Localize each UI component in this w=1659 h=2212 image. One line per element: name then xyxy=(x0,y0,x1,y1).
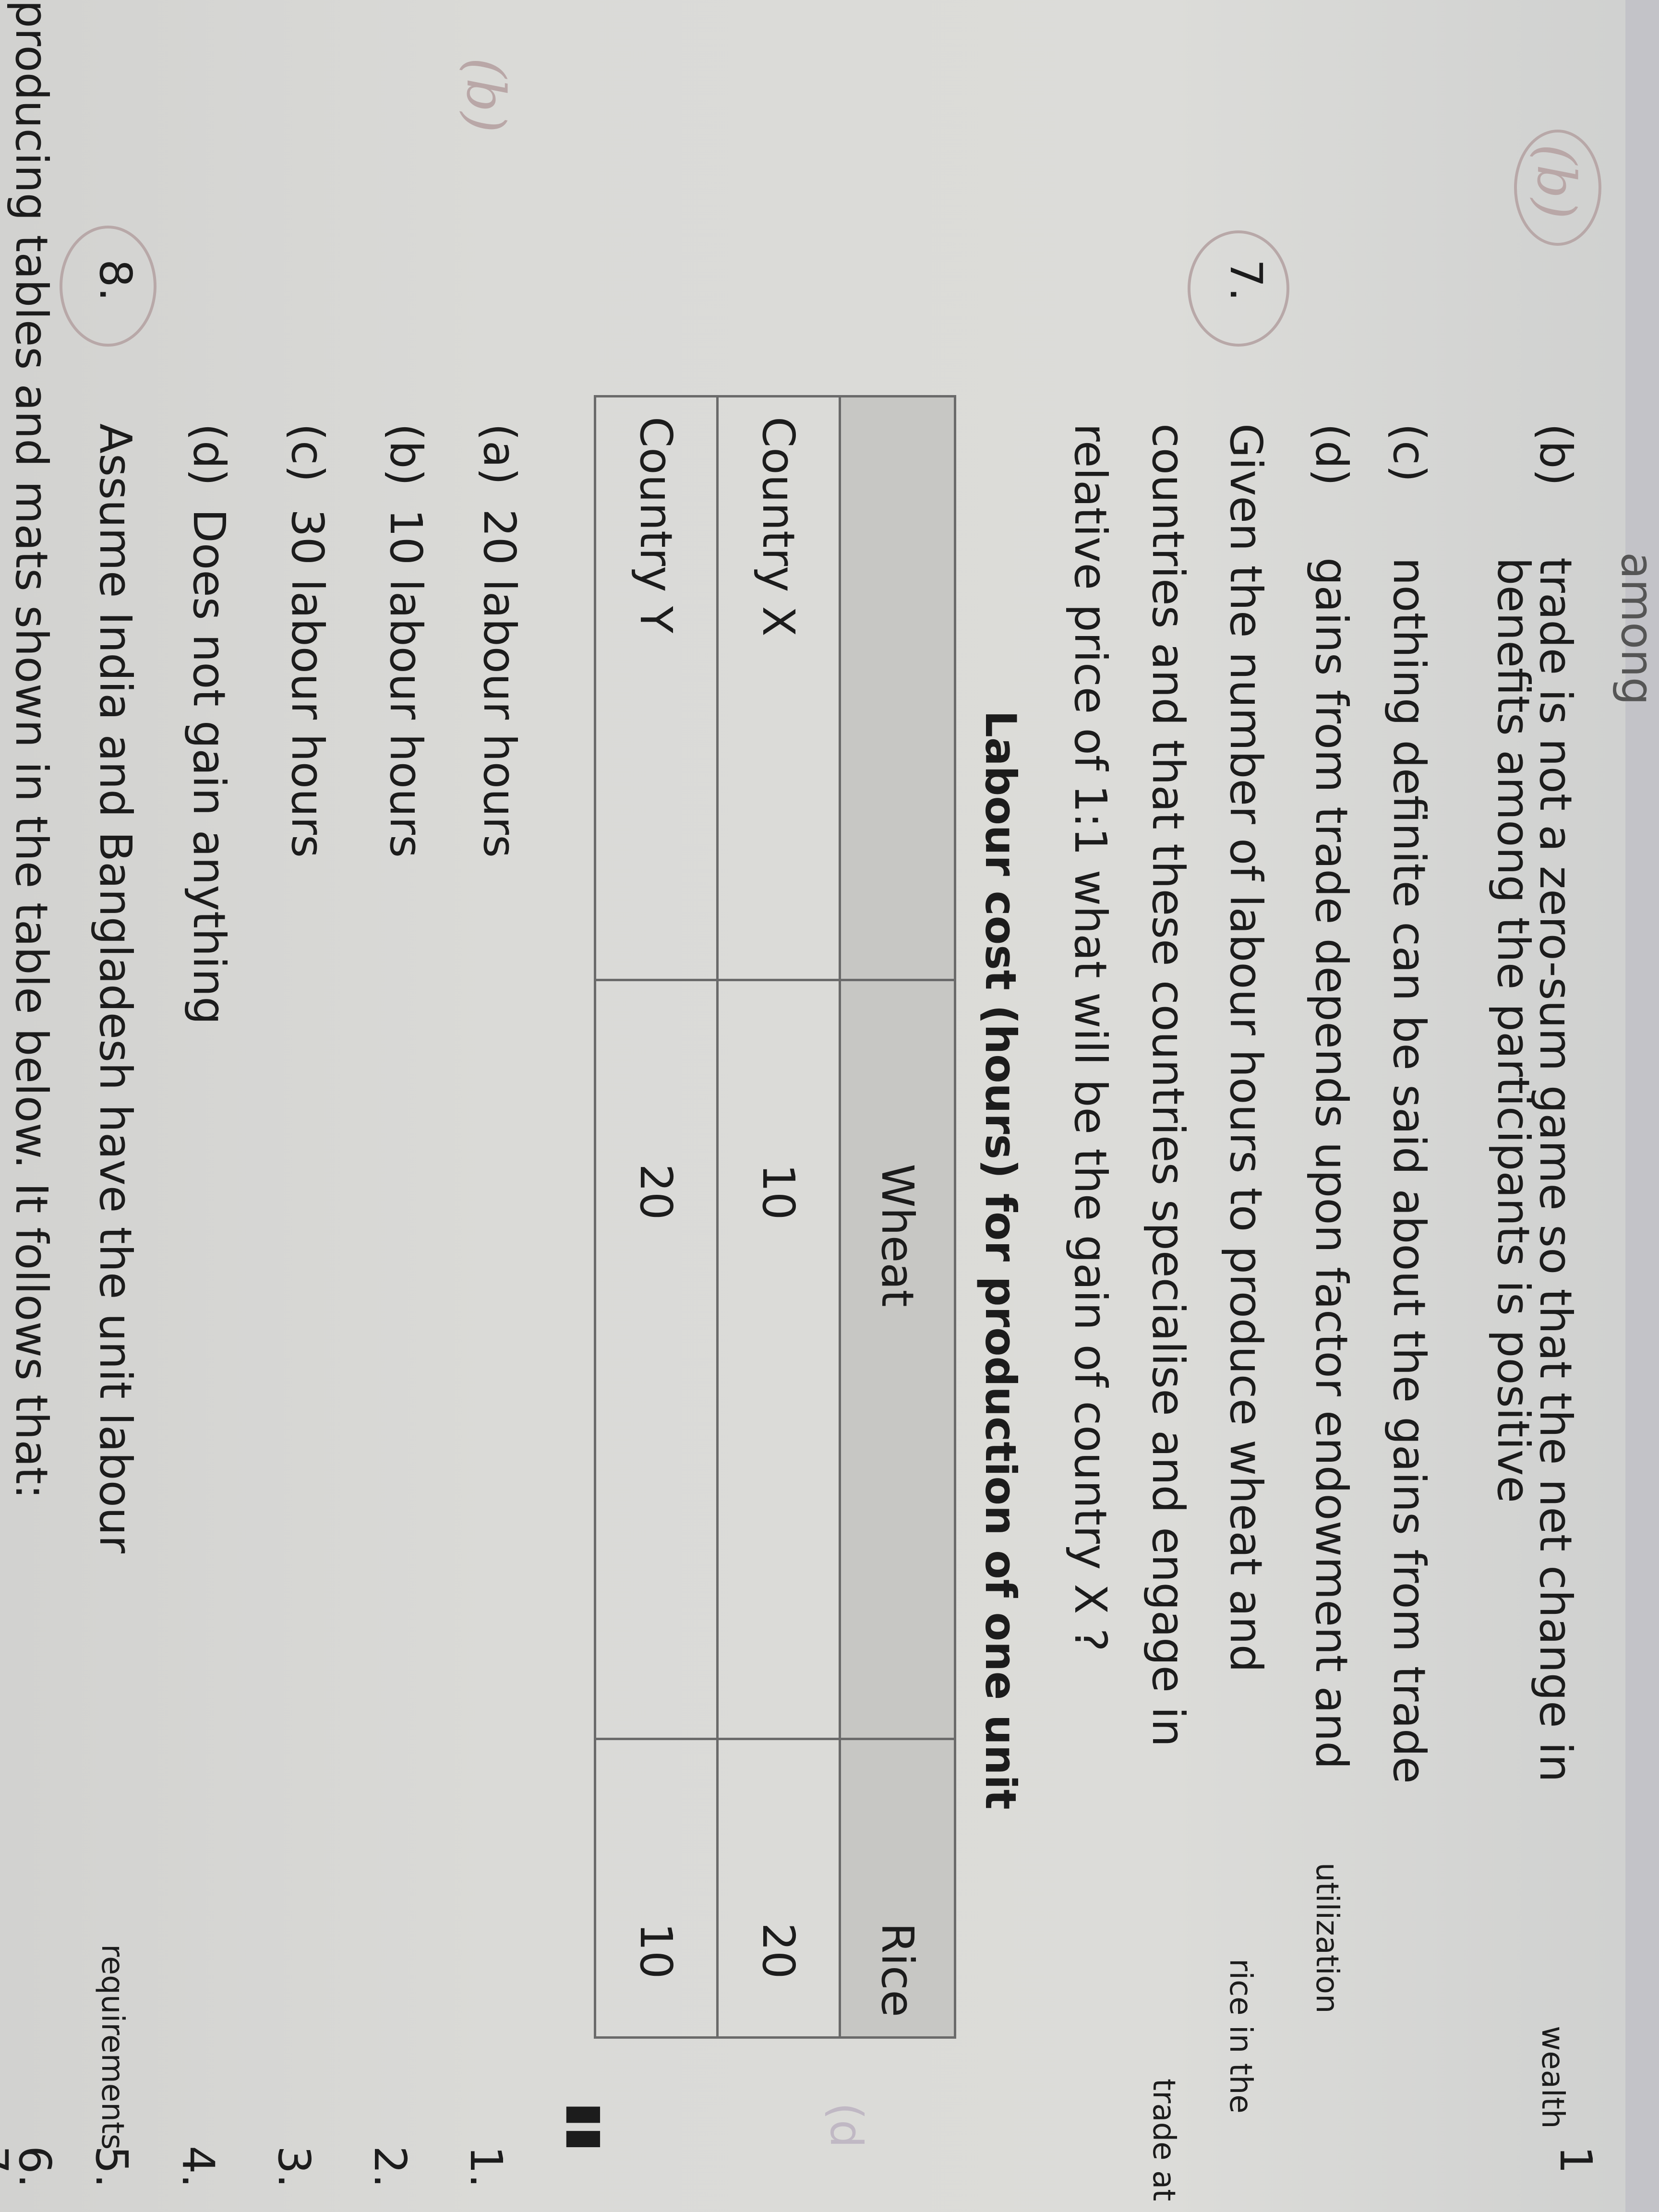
option-label: (a) xyxy=(474,423,525,485)
question-text: producing tables and mats shown in the t… xyxy=(6,0,57,1499)
option-text: benefits among the participants is posit… xyxy=(1488,557,1539,1503)
option-label: (d) xyxy=(183,423,235,486)
side-number: 7 xyxy=(0,2146,17,2174)
header-cell: Wheat xyxy=(840,980,955,1739)
table-row: Country Y 20 10 xyxy=(595,396,718,2038)
question-tail: rice in the xyxy=(1223,1959,1258,2114)
option-text: gains from trade depends upon factor end… xyxy=(1306,557,1357,1769)
page-edge xyxy=(1625,0,1659,2212)
table-cell: Country X xyxy=(717,396,840,980)
option-label: (b) xyxy=(380,423,432,486)
side-number: 3. xyxy=(268,2146,320,2188)
table-header-row: Wheat Rice xyxy=(840,396,955,2038)
labour-cost-table: Wheat Rice Country X 10 20 Country Y 20 … xyxy=(594,395,956,2039)
table-cell: Country Y xyxy=(595,396,718,980)
table-caption: Labour cost (hours) for production of on… xyxy=(976,710,1025,1810)
side-number: 1 xyxy=(1550,2146,1601,2174)
question-text: relative price of 1:1 what will be the g… xyxy=(1065,423,1116,1652)
question-number: 7. xyxy=(1220,259,1272,301)
top-fragment: among xyxy=(1611,552,1659,705)
handwritten-answer: (b) xyxy=(455,58,517,133)
answer-circle xyxy=(1514,130,1601,246)
header-cell: Rice xyxy=(840,1739,955,2038)
option-text: 10 labour hours xyxy=(380,509,432,858)
side-number: 2. xyxy=(364,2146,416,2188)
option-text: nothing definite can be said about the g… xyxy=(1383,557,1435,1784)
option-label: (d) xyxy=(1306,423,1357,486)
option-label: (c) xyxy=(1383,423,1435,482)
table-cell: 20 xyxy=(595,980,718,1739)
table-cell: 10 xyxy=(717,980,840,1739)
question-text: Given the number of labour hours to prod… xyxy=(1220,423,1272,1672)
option-text: 20 labour hours xyxy=(474,509,525,858)
side-number: 5. xyxy=(86,2146,137,2188)
option-text: trade is not a zero-sum game so that the… xyxy=(1530,557,1581,1782)
side-marker: ▮▮ xyxy=(561,2103,613,2152)
question-text: countries and that these countries speci… xyxy=(1142,423,1194,1747)
header-cell xyxy=(840,396,955,980)
side-number: 4. xyxy=(172,2146,224,2188)
table-cell: 20 xyxy=(717,1739,840,2038)
question-text: Assume India and Bangladesh have the uni… xyxy=(90,423,141,1553)
option-label: (c) xyxy=(282,423,333,482)
option-label: (b) xyxy=(1530,423,1581,486)
question-number: 8. xyxy=(90,259,141,301)
option-text: 30 labour hours xyxy=(282,509,333,858)
question-tail: trade at xyxy=(1146,2079,1181,2201)
table-cell: 10 xyxy=(595,1739,718,2038)
option-text: Does not gain anything xyxy=(183,509,235,1025)
option-tail: wealth xyxy=(1535,2026,1570,2129)
question-tail: requirements xyxy=(95,1944,130,2150)
side-mark: (d xyxy=(820,2103,872,2148)
table-row: Country X 10 20 xyxy=(717,396,840,2038)
option-tail: utilization xyxy=(1309,1863,1345,2014)
side-number: 1. xyxy=(460,2146,512,2188)
